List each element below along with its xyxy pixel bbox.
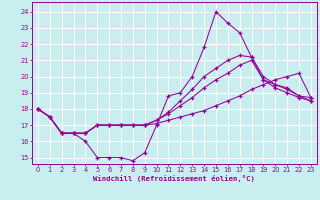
X-axis label: Windchill (Refroidissement éolien,°C): Windchill (Refroidissement éolien,°C) (93, 175, 255, 182)
